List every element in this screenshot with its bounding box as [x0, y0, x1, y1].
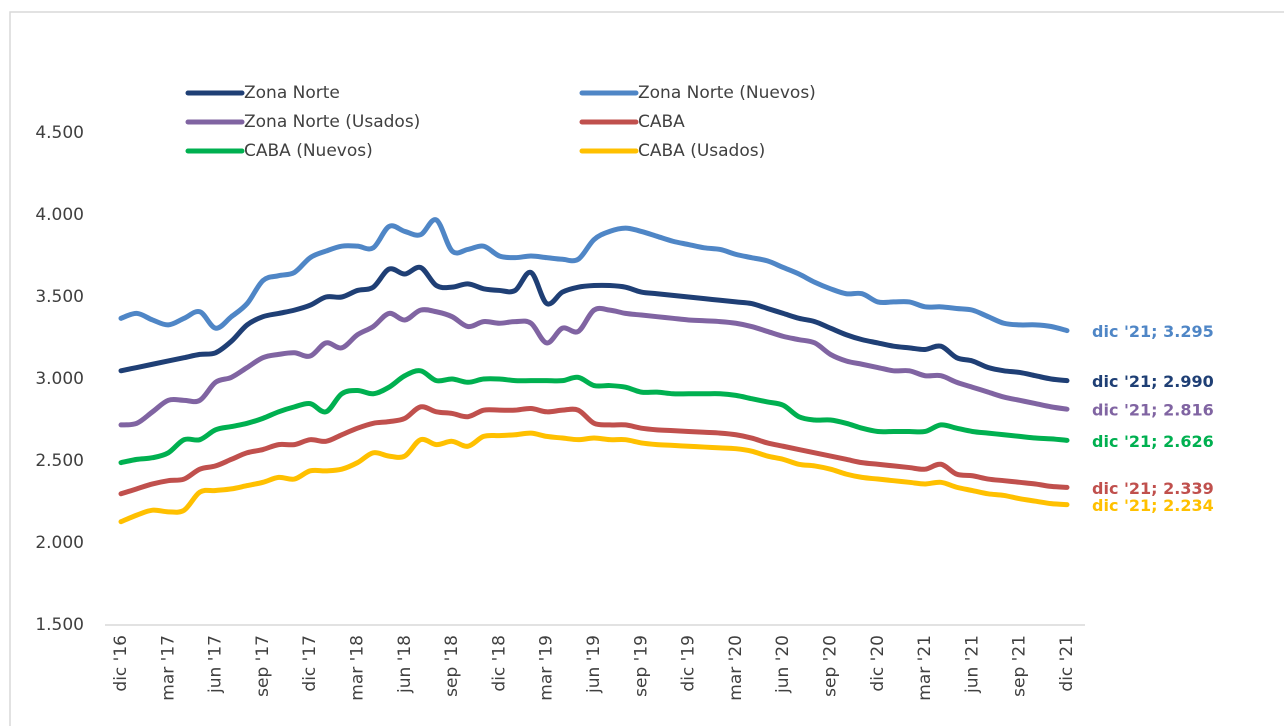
x-tick-label: mar '20 — [726, 635, 746, 701]
x-tick-label: sep '20 — [821, 635, 841, 697]
x-tick-label: sep '18 — [442, 635, 462, 697]
legend-label: CABA (Nuevos) — [244, 141, 373, 161]
legend-label: CABA (Usados) — [638, 141, 765, 161]
data-label: dic '21; 2.816 — [1092, 401, 1214, 420]
y-tick-label: 3.000 — [35, 369, 84, 389]
x-tick-label: jun '21 — [962, 635, 982, 694]
y-tick-label: 2.000 — [35, 533, 84, 553]
y-tick-label: 4.000 — [35, 205, 84, 225]
x-tick-label: dic '19 — [679, 635, 699, 692]
x-tick-label: jun '17 — [206, 635, 226, 694]
x-tick-label: jun '19 — [584, 635, 604, 694]
x-tick-label: dic '17 — [300, 635, 320, 692]
data-label: dic '21; 2.234 — [1092, 496, 1214, 515]
series-line — [118, 264, 1070, 384]
x-tick-label: mar '17 — [158, 635, 178, 701]
data-label: dic '21; 2.339 — [1092, 479, 1214, 498]
y-tick-label: 4.500 — [35, 123, 84, 143]
x-tick-label: sep '19 — [631, 635, 651, 697]
x-tick-label: mar '19 — [537, 635, 557, 701]
data-label: dic '21; 2.990 — [1092, 372, 1214, 391]
series-line — [118, 368, 1070, 466]
x-tick-label: dic '18 — [489, 635, 509, 692]
data-label: dic '21; 2.626 — [1092, 432, 1214, 451]
x-tick-label: jun '20 — [773, 635, 793, 694]
x-tick-label: jun '18 — [395, 635, 415, 694]
data-label: dic '21; 3.295 — [1092, 322, 1214, 341]
series-line — [118, 404, 1070, 497]
x-tick-label: mar '21 — [915, 635, 935, 701]
x-tick-label: dic '20 — [868, 635, 888, 692]
legend-label: Zona Norte (Usados) — [244, 112, 420, 132]
y-tick-label: 3.500 — [35, 287, 84, 307]
series-line — [118, 430, 1070, 525]
y-tick-label: 1.500 — [35, 615, 84, 635]
chart-frame — [9, 11, 1284, 726]
x-tick-label: dic '16 — [111, 635, 131, 692]
y-tick-label: 2.500 — [35, 451, 84, 471]
x-tick-label: dic '21 — [1057, 635, 1077, 692]
series-line — [118, 305, 1070, 428]
x-tick-label: sep '17 — [253, 635, 273, 697]
legend-label: Zona Norte — [244, 83, 340, 103]
series-line — [118, 217, 1070, 334]
legend-label: CABA — [638, 112, 685, 132]
x-tick-label: sep '21 — [1010, 635, 1030, 697]
legend-label: Zona Norte (Nuevos) — [638, 83, 816, 103]
x-tick-label: mar '18 — [348, 635, 368, 701]
